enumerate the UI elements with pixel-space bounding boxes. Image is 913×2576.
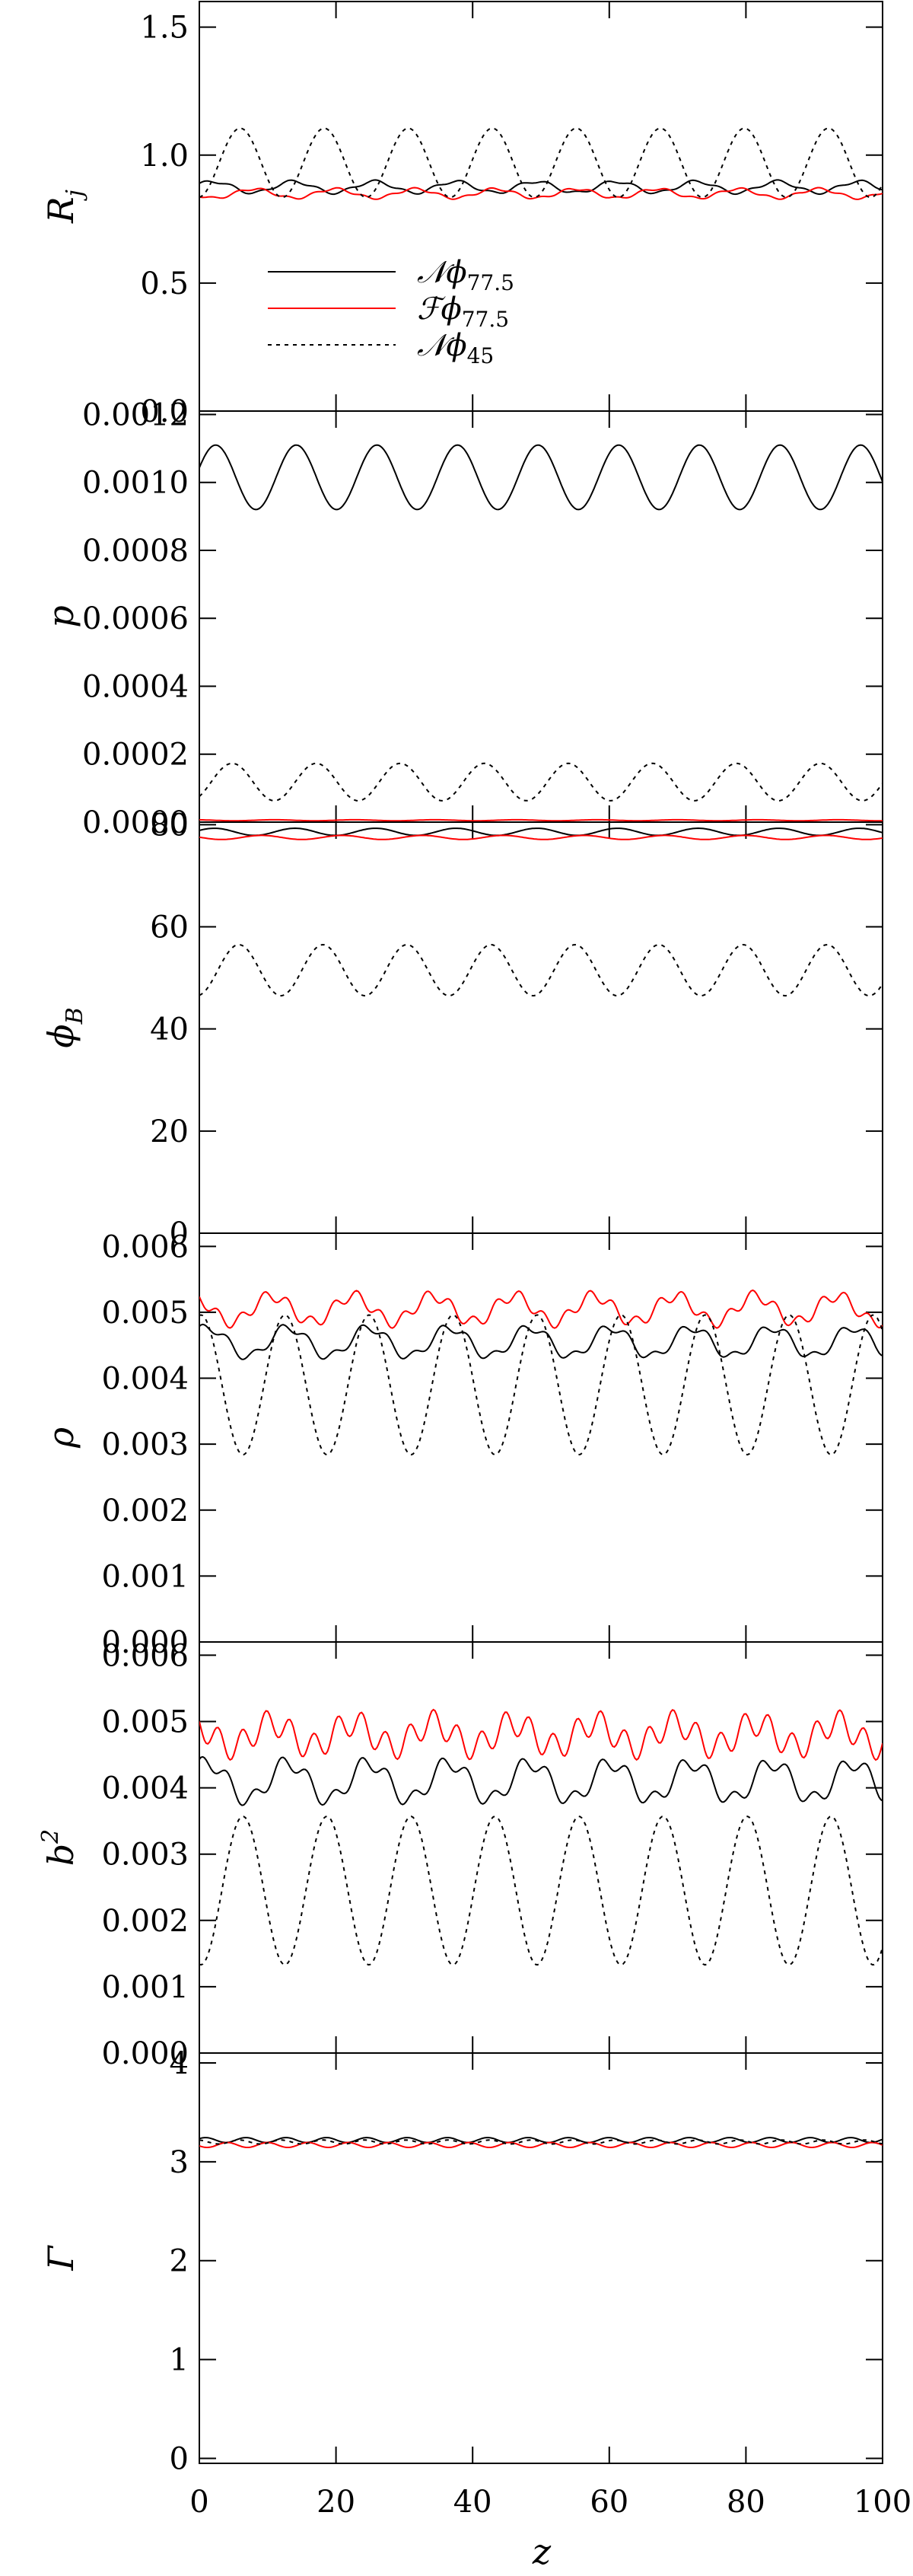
panel-1: 0.0 0.5 1.0 1.5 Rj bbox=[40, 1, 883, 429]
y-tick-label: 0.006 bbox=[101, 1638, 189, 1673]
x-tick-label: 40 bbox=[453, 2485, 492, 2520]
y-tick-label: 1.5 bbox=[140, 11, 189, 46]
legend-label: 𝒩ϕ77.5 bbox=[417, 255, 514, 295]
y-tick-label: 0.000 bbox=[101, 1625, 189, 1660]
series-line-2 bbox=[199, 2141, 883, 2149]
series-group bbox=[199, 127, 883, 200]
series-line-3 bbox=[199, 127, 883, 199]
series-line-2 bbox=[199, 1708, 883, 1761]
y-tick-label: 0.005 bbox=[101, 1705, 189, 1740]
y-tick-label: 0.003 bbox=[101, 1427, 189, 1462]
y-axis-label: b2 bbox=[37, 1829, 81, 1867]
y-axis-label: ϕB bbox=[40, 1007, 88, 1047]
series-group bbox=[199, 1289, 883, 1456]
series-line-1 bbox=[199, 179, 883, 196]
series-line-3 bbox=[199, 943, 883, 997]
y-tick-label: 80 bbox=[150, 808, 189, 843]
y-tick-label: 20 bbox=[150, 1114, 189, 1149]
y-tick-label: 1.0 bbox=[140, 139, 189, 174]
series-line-2 bbox=[199, 187, 883, 200]
panels-layer: 0.00.51.01.5Rj0.00000.00020.00040.00060.… bbox=[37, 1, 883, 2477]
panel-5: 0.000 0.001 0.002 0.003 0.004 0.005 0.006 b2 bbox=[37, 1638, 883, 2071]
y-axis-label: Rj bbox=[40, 190, 88, 224]
panel-2: 0.0000 0.0002 0.0004 0.0006 0.0008 0.0010 0.00… bbox=[40, 397, 883, 840]
legend-label: 𝒩ϕ45 bbox=[417, 328, 494, 368]
y-tick-label: 0.004 bbox=[101, 1362, 189, 1397]
x-axis-label: z bbox=[532, 2531, 552, 2572]
y-tick-label: 0.002 bbox=[101, 1494, 189, 1529]
y-tick-label: 0.006 bbox=[101, 1229, 189, 1264]
series-line-2 bbox=[199, 818, 883, 822]
series-group bbox=[199, 1708, 883, 1966]
x-tick-label: 60 bbox=[590, 2485, 628, 2520]
y-axis-label-subscript: B bbox=[62, 1007, 88, 1025]
y-tick-label: 60 bbox=[150, 910, 189, 945]
y-tick-label: 2 bbox=[170, 2244, 189, 2279]
series-group bbox=[199, 827, 883, 997]
y-axis-label-superscript: 2 bbox=[37, 1829, 64, 1844]
plot-frame bbox=[199, 1641, 883, 2054]
x-tick-label: 20 bbox=[317, 2485, 355, 2520]
x-axis: 0 20 40 60 80 100 bbox=[189, 2485, 911, 2520]
series-line-1 bbox=[199, 444, 883, 511]
y-tick-label: 4 bbox=[170, 2046, 189, 2081]
y-tick-label: 0.000 bbox=[101, 2036, 189, 2071]
y-tick-label: 0.002 bbox=[101, 1904, 189, 1939]
panel-6: 0 1 2 3 4 Γ bbox=[40, 2046, 883, 2477]
y-tick-label: 0 bbox=[170, 1216, 189, 1251]
series-line-1 bbox=[199, 827, 883, 837]
series-line-1 bbox=[199, 1323, 883, 1360]
y-tick-label: 0 bbox=[170, 2442, 189, 2477]
panel-4: 0.000 0.001 0.002 0.003 0.004 0.005 0.006 ρ bbox=[40, 1229, 883, 1660]
plot-frame bbox=[199, 821, 883, 1234]
y-tick-label: 0.0006 bbox=[82, 601, 189, 636]
y-tick-label: 0.0004 bbox=[82, 669, 189, 704]
series-line-3 bbox=[199, 1314, 883, 1456]
x-tick-label: 80 bbox=[727, 2485, 765, 2520]
y-tick-label: 0.003 bbox=[101, 1838, 189, 1873]
y-axis-label: p bbox=[40, 605, 81, 627]
series-group bbox=[199, 444, 883, 822]
y-tick-label: 0.005 bbox=[101, 1296, 189, 1331]
series-line-1 bbox=[199, 2136, 883, 2144]
series-line-3 bbox=[199, 762, 883, 802]
x-tick-label: 0 bbox=[189, 2485, 208, 2520]
y-tick-label: 0.001 bbox=[101, 1970, 189, 2005]
y-axis-label: Γ bbox=[40, 2244, 81, 2271]
plot-frame bbox=[199, 410, 883, 823]
series-line-3 bbox=[199, 1816, 883, 1966]
series-group bbox=[199, 2136, 883, 2149]
y-tick-label: 0.0010 bbox=[82, 466, 189, 501]
series-line-2 bbox=[199, 1289, 883, 1329]
y-tick-label: 0.5 bbox=[140, 266, 189, 301]
plot-frame bbox=[199, 1, 883, 412]
y-tick-label: 1 bbox=[170, 2343, 189, 2378]
plot-frame bbox=[199, 1232, 883, 1643]
plot-frame bbox=[199, 2052, 883, 2464]
y-tick-label: 0.0012 bbox=[82, 397, 189, 432]
y-tick-label: 0.004 bbox=[101, 1771, 189, 1806]
y-axis-label: ρ bbox=[40, 1427, 81, 1449]
y-tick-label: 0.0008 bbox=[82, 534, 189, 569]
legend-label: ℱϕ77.5 bbox=[417, 292, 509, 332]
y-tick-label: 0.0000 bbox=[82, 805, 189, 840]
y-tick-label: 40 bbox=[150, 1012, 189, 1047]
series-line-2 bbox=[199, 834, 883, 840]
series-line-1 bbox=[199, 1755, 883, 1806]
x-tick-label: 100 bbox=[854, 2485, 911, 2520]
y-tick-label: 3 bbox=[170, 2145, 189, 2180]
y-tick-label: 0.0 bbox=[140, 394, 189, 429]
y-tick-label: 0.001 bbox=[101, 1559, 189, 1594]
panel-3: 0 20 40 60 80 ϕB bbox=[40, 808, 883, 1251]
y-tick-label: 0.0002 bbox=[82, 738, 189, 773]
